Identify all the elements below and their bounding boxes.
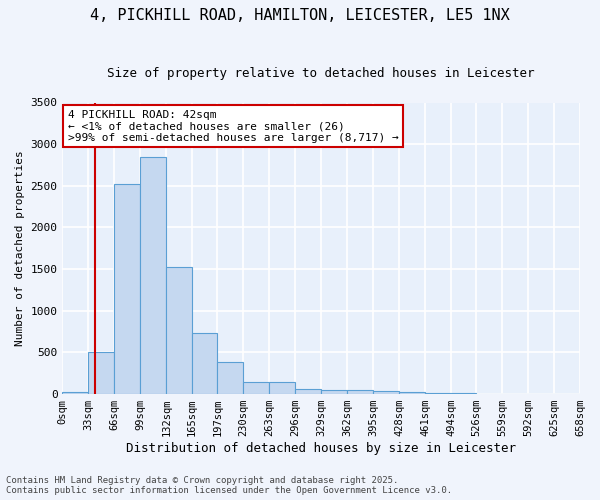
Bar [166,266,192,394]
Bar [269,382,295,394]
Bar [192,334,217,394]
Title: Size of property relative to detached houses in Leicester: Size of property relative to detached ho… [107,68,535,80]
Bar [140,158,166,394]
Bar [115,184,140,394]
Bar [244,382,269,394]
Text: 4 PICKHILL ROAD: 42sqm
← <1% of detached houses are smaller (26)
>99% of semi-de: 4 PICKHILL ROAD: 42sqm ← <1% of detached… [68,110,398,143]
Y-axis label: Number of detached properties: Number of detached properties [15,150,25,346]
Bar [295,388,321,394]
Bar [321,390,347,394]
Bar [217,362,244,394]
Bar [373,391,399,394]
Text: 4, PICKHILL ROAD, HAMILTON, LEICESTER, LE5 1NX: 4, PICKHILL ROAD, HAMILTON, LEICESTER, L… [90,8,510,22]
Bar [62,392,88,394]
X-axis label: Distribution of detached houses by size in Leicester: Distribution of detached houses by size … [126,442,516,455]
Text: Contains HM Land Registry data © Crown copyright and database right 2025.
Contai: Contains HM Land Registry data © Crown c… [6,476,452,495]
Bar [347,390,373,394]
Bar [88,352,115,394]
Bar [399,392,425,394]
